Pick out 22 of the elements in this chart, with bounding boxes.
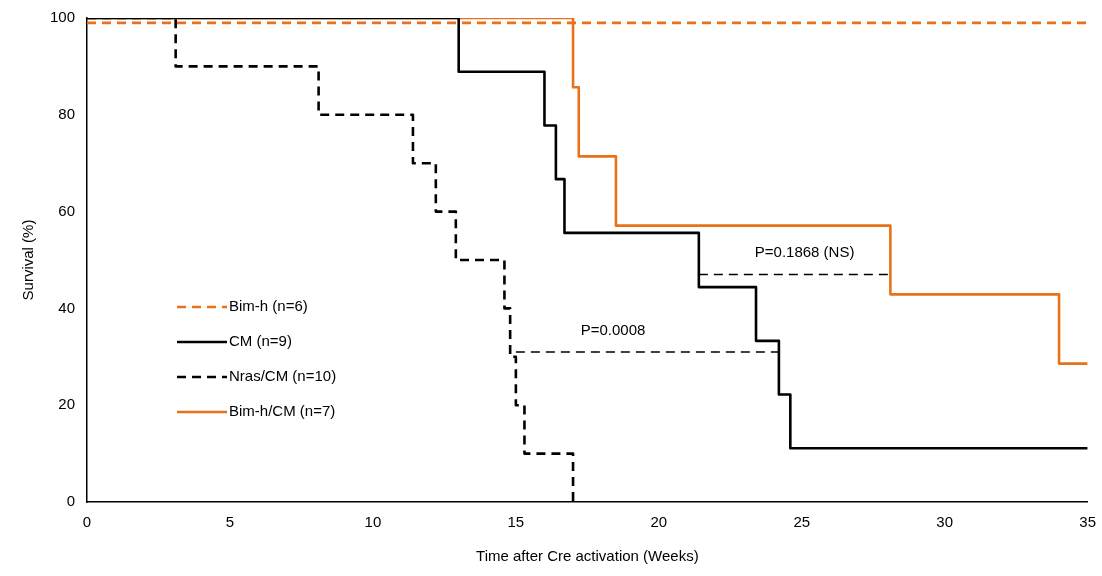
x-tick-label: 15 <box>507 513 525 531</box>
x-tick-label: 5 <box>225 513 235 531</box>
y-axis-title: Survival (%) <box>19 219 37 301</box>
x-tick-label: 35 <box>1079 513 1096 531</box>
x-tick-label: 10 <box>364 513 382 531</box>
y-tick-label: 40 <box>58 298 76 316</box>
annotation: P=0.0008 <box>580 320 646 338</box>
y-tick-label: 80 <box>58 104 76 122</box>
y-tick-label: 60 <box>58 201 76 219</box>
x-axis-title: Time after Cre activation (Weeks) <box>476 547 699 565</box>
legend-label: Nras/CM (n=10) <box>229 367 337 385</box>
y-tick-label: 20 <box>58 395 76 413</box>
x-tick-label: 30 <box>936 513 954 531</box>
x-tick-label: 25 <box>793 513 811 531</box>
legend-label: Bim-h (n=6) <box>229 297 308 315</box>
y-tick-label: 100 <box>50 8 76 26</box>
legend-label: CM (n=9) <box>229 332 292 350</box>
legend-label: Bim-h/CM (n=7) <box>229 402 336 420</box>
x-tick-label: 0 <box>82 513 92 531</box>
annotation: P=0.1868 (NS) <box>754 243 855 261</box>
y-tick-label: 0 <box>66 492 76 510</box>
x-tick-label: 20 <box>650 513 668 531</box>
